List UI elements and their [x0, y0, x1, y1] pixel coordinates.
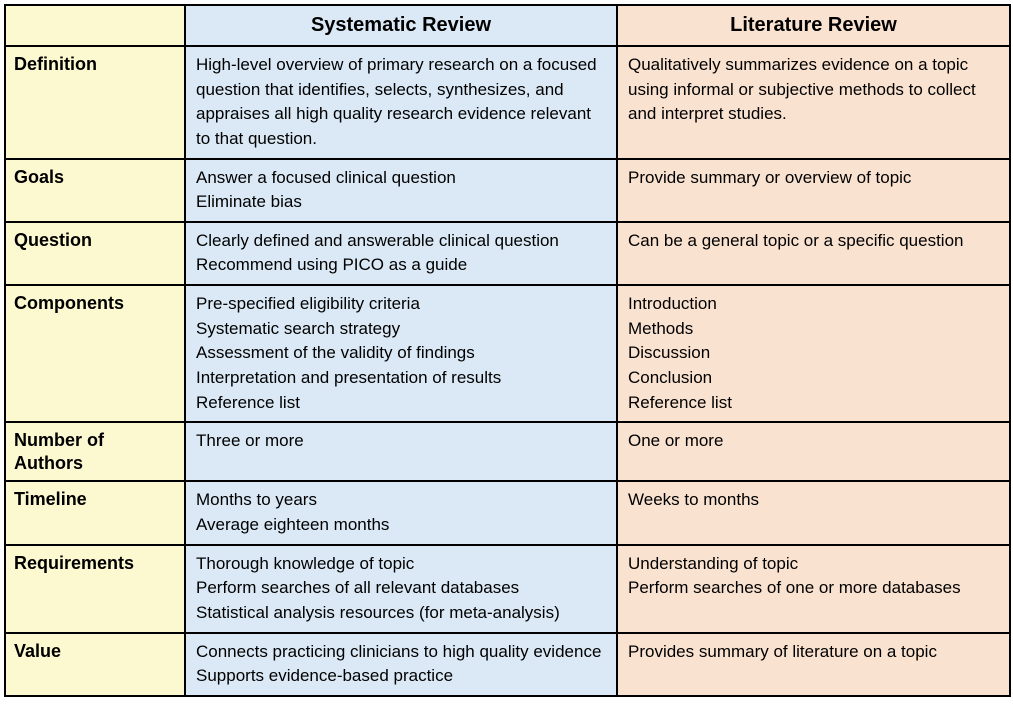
cell-text: Perform searches of one or more database… — [628, 576, 999, 601]
cell-text: Conclusion — [628, 366, 999, 391]
table-row: RequirementsThorough knowledge of topicP… — [5, 545, 1010, 633]
cell-text: Provides summary of literature on a topi… — [628, 640, 999, 665]
row-label-value: Value — [5, 633, 185, 696]
row-label-requirements: Requirements — [5, 545, 185, 633]
cell-timeline-a: Months to yearsAverage eighteen months — [185, 481, 617, 544]
table-row: Value Connects practicing clinicians to h… — [5, 633, 1010, 696]
cell-text: Introduction — [628, 292, 999, 317]
cell-text: Understanding of topic — [628, 552, 999, 577]
column-header-literature: Literature Review — [617, 5, 1010, 46]
table-header-row: Systematic Review Literature Review — [5, 5, 1010, 46]
cell-text: Methods — [628, 317, 999, 342]
table-row: GoalsAnswer a focused clinical questionE… — [5, 159, 1010, 222]
corner-cell — [5, 5, 185, 46]
cell-text: One or more — [628, 429, 999, 454]
cell-question-a: Clearly defined and answerable clinical … — [185, 222, 617, 285]
cell-definition-b: Qualitatively summarizes evidence on a t… — [617, 46, 1010, 159]
cell-value-a: Connects practicing clinicians to high q… — [185, 633, 617, 696]
column-header-systematic: Systematic Review — [185, 5, 617, 46]
comparison-table: Systematic Review Literature Review Defi… — [4, 4, 1011, 697]
cell-text: Clearly defined and answerable clinical … — [196, 229, 606, 254]
cell-text: Perform searches of all relevant databas… — [196, 576, 606, 601]
table-row: DefinitionHigh-level overview of primary… — [5, 46, 1010, 159]
cell-value-b: Provides summary of literature on a topi… — [617, 633, 1010, 696]
cell-text: Thorough knowledge of topic — [196, 552, 606, 577]
cell-text: Average eighteen months — [196, 513, 606, 538]
cell-question-b: Can be a general topic or a specific que… — [617, 222, 1010, 285]
cell-text: Interpretation and presentation of resul… — [196, 366, 606, 391]
table-row: Number of Authors Three or more One or mor… — [5, 422, 1010, 481]
cell-authors-a: Three or more — [185, 422, 617, 481]
cell-text: Answer a focused clinical question — [196, 166, 606, 191]
cell-text: Qualitatively summarizes evidence on a t… — [628, 53, 999, 127]
cell-goals-a: Answer a focused clinical questionElimin… — [185, 159, 617, 222]
table-row: TimelineMonths to yearsAverage eighteen … — [5, 481, 1010, 544]
cell-requirements-b: Understanding of topicPerform searches o… — [617, 545, 1010, 633]
cell-text: Weeks to months — [628, 488, 999, 513]
cell-text: Pre-specified eligibility criteria — [196, 292, 606, 317]
cell-text: Statistical analysis resources (for meta… — [196, 601, 606, 626]
table-row: Question Clearly defined and answerable c… — [5, 222, 1010, 285]
cell-authors-b: One or more — [617, 422, 1010, 481]
cell-text: Eliminate bias — [196, 190, 606, 215]
cell-text: Months to years — [196, 488, 606, 513]
row-label-authors: Number of Authors — [5, 422, 185, 481]
cell-text: Connects practicing clinicians to high q… — [196, 640, 606, 665]
cell-text: Recommend using PICO as a guide — [196, 253, 606, 278]
table-row: ComponentsPre-specified eligibility crit… — [5, 285, 1010, 422]
cell-text: Reference list — [628, 391, 999, 416]
cell-goals-b: Provide summary or overview of topic — [617, 159, 1010, 222]
row-label-definition: Definition — [5, 46, 185, 159]
cell-text: Discussion — [628, 341, 999, 366]
cell-timeline-b: Weeks to months — [617, 481, 1010, 544]
cell-text: Three or more — [196, 429, 606, 454]
cell-definition-a: High-level overview of primary research … — [185, 46, 617, 159]
cell-text: Supports evidence-based practice — [196, 664, 606, 689]
cell-text: Reference list — [196, 391, 606, 416]
row-label-timeline: Timeline — [5, 481, 185, 544]
row-label-components: Components — [5, 285, 185, 422]
cell-components-a: Pre-specified eligibility criteriaSystem… — [185, 285, 617, 422]
cell-text: Can be a general topic or a specific que… — [628, 229, 999, 254]
row-label-question: Question — [5, 222, 185, 285]
cell-text: High-level overview of primary research … — [196, 53, 606, 152]
cell-text: Systematic search strategy — [196, 317, 606, 342]
cell-text: Assessment of the validity of findings — [196, 341, 606, 366]
row-label-goals: Goals — [5, 159, 185, 222]
cell-requirements-a: Thorough knowledge of topicPerform searc… — [185, 545, 617, 633]
table-body: DefinitionHigh-level overview of primary… — [5, 46, 1010, 696]
cell-text: Provide summary or overview of topic — [628, 166, 999, 191]
cell-components-b: IntroductionMethodsDiscussionConclusionR… — [617, 285, 1010, 422]
